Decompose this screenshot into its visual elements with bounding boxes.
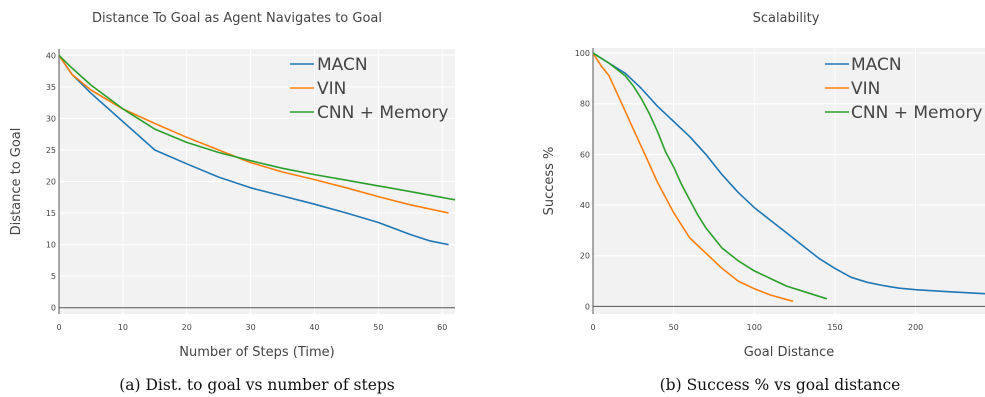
figure-caption: (a) Dist. to goal vs number of steps [119,376,395,394]
x-tick-label: 200 [908,323,923,332]
x-tick-label: 10 [118,323,128,332]
x-tick-label: 60 [437,323,447,332]
series-line-cnn-memory [593,52,828,300]
y-tick-label: 40 [580,201,590,210]
series-group [593,52,985,303]
x-tick-label: 20 [182,323,192,332]
y-tick-label: 0 [51,304,56,313]
legend-label: CNN + Memory [317,103,449,123]
y-tick-label: 15 [46,209,56,218]
x-tick-label: 50 [373,323,383,332]
legend-label: CNN + Memory [851,103,983,123]
series-group [59,54,455,246]
x-axis-title: Number of Steps (Time) [179,345,334,360]
chart-title: Scalability [753,11,820,26]
chart-b: 0 50 100 150 200 0 20 40 60 80 100 MACN VIN CNN + Mem… [542,11,985,394]
chart-title: Distance To Goal as Agent Navigates to G… [92,11,382,26]
y-tick-label: 20 [46,178,56,187]
y-axis-title: Distance to Goal [9,128,24,236]
x-tick-label: 0 [56,323,61,332]
legend-label: VIN [851,79,880,99]
x-tick-label: 30 [246,323,256,332]
series-line-vin [593,52,794,303]
y-tick-label: 80 [580,100,590,109]
y-tick-label: 40 [46,51,56,60]
series-line-cnn-memory [59,54,455,201]
y-tick-label: 100 [575,49,590,58]
y-tick-label: 30 [46,114,56,123]
plot-area [593,48,985,314]
figure-caption: (b) Success % vs goal distance [660,376,901,394]
x-axis-title: Goal Distance [744,345,835,360]
y-tick-label: 0 [585,302,590,311]
chart-a: 0 10 20 30 40 50 60 0 5 10 15 20 25 30 35 40 MACN VIN CNN … [9,11,455,394]
legend-label: VIN [317,79,346,99]
x-tick-label: 100 [747,323,762,332]
y-tick-label: 35 [46,83,56,92]
y-tick-label: 60 [580,150,590,159]
x-tick-label: 40 [309,323,319,332]
y-tick-label: 10 [46,241,56,250]
y-axis-title: Success % [542,147,557,216]
y-tick-label: 25 [46,146,56,155]
series-line-macn [593,52,985,295]
series-line-macn [59,54,449,246]
x-tick-label: 50 [669,323,679,332]
legend-label: MACN [851,55,902,75]
y-tick-label: 5 [51,272,56,281]
x-tick-label: 0 [590,323,595,332]
legend-label: MACN [317,55,368,75]
x-tick-label: 150 [827,323,842,332]
y-tick-label: 20 [580,252,590,261]
